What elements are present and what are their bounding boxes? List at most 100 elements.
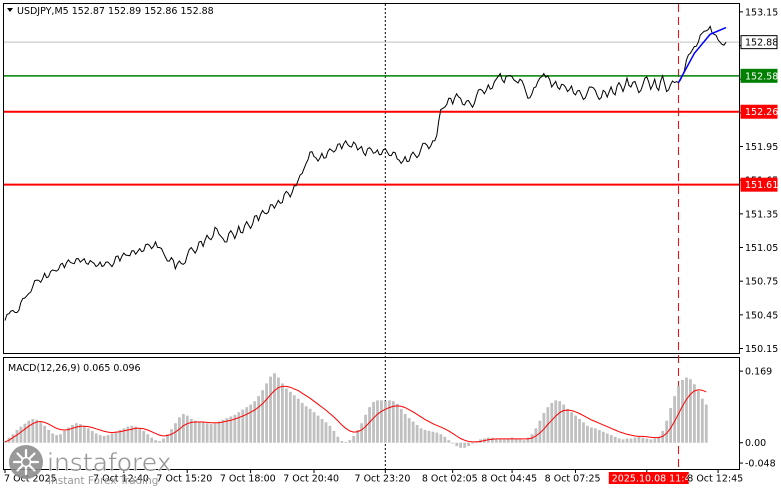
macd-bar	[522, 440, 526, 443]
macd-bar	[502, 439, 506, 443]
level-labels: 152.88 152.58 152.26 151.61	[740, 35, 778, 192]
level-label: 152.58	[745, 71, 778, 82]
macd-bar	[43, 425, 47, 443]
macd-bar	[510, 437, 514, 443]
macd-bar	[506, 438, 510, 443]
macd-bar	[490, 437, 494, 443]
macd-bar	[217, 421, 221, 443]
macd-bar	[415, 424, 419, 443]
macd-bar	[31, 419, 35, 443]
macd-bar	[98, 435, 102, 443]
macd-bar	[609, 435, 613, 443]
macd-bar	[78, 424, 82, 443]
macd-bar	[344, 441, 348, 443]
macd-bar	[237, 412, 241, 443]
macd-bar	[150, 437, 154, 443]
y-tick-label: 151.05	[745, 243, 778, 254]
macd-bar	[71, 424, 74, 443]
macd-bar	[641, 437, 645, 443]
macd-bar	[304, 406, 308, 443]
macd-bar	[689, 379, 692, 443]
level-label-box	[740, 104, 778, 119]
macd-bar	[514, 438, 518, 443]
macd-bar	[419, 428, 423, 443]
macd-bar	[11, 434, 15, 443]
macd-bar	[197, 421, 201, 443]
macd-bar	[47, 430, 51, 443]
macd-bar	[384, 401, 387, 443]
macd-bar	[154, 440, 158, 443]
macd-bar	[348, 440, 352, 443]
macd-bar	[395, 403, 399, 443]
macd-bar	[15, 430, 19, 443]
macd-bar	[696, 391, 700, 443]
macd-bar	[590, 427, 593, 443]
macd-bar	[27, 420, 31, 443]
macd-bar	[229, 416, 233, 443]
macd-bar	[82, 425, 86, 443]
x-tick-label: 7 Oct 20:40	[283, 474, 339, 485]
macd-bar	[518, 439, 522, 443]
y-tick-label: 151.35	[745, 209, 778, 220]
instaforex-logo-icon	[9, 445, 43, 479]
macd-bar	[704, 404, 708, 443]
level-label: 152.88	[745, 38, 778, 49]
macd-bar	[467, 442, 470, 447]
level-label: 151.61	[745, 180, 778, 191]
price-line	[4, 25, 727, 321]
macd-bar	[122, 428, 126, 443]
macd-bar	[308, 408, 312, 443]
level-label: 152.26	[745, 107, 778, 118]
instaforex-watermark: instaforex Instant Forex Trading	[9, 445, 172, 487]
macd-bar	[352, 435, 356, 443]
macd-bar	[336, 436, 340, 443]
macd-bar	[59, 434, 62, 443]
macd-bar	[75, 423, 78, 443]
macd-bar	[19, 426, 23, 443]
macd-tick-label: 0.00	[745, 438, 766, 449]
macd-bar	[451, 442, 455, 444]
macd-bar	[316, 415, 320, 443]
macd-bar	[261, 390, 264, 443]
macd-bar	[427, 430, 431, 443]
macd-bar	[249, 404, 253, 443]
macd-bar	[213, 423, 217, 443]
macd-bar	[574, 415, 577, 443]
macd-bar	[63, 430, 66, 443]
vertical-markers	[384, 4, 679, 469]
macd-bar	[657, 436, 661, 443]
y-tick-label: 150.75	[745, 277, 778, 288]
macd-bar	[146, 434, 150, 443]
macd-bar	[566, 408, 570, 443]
macd-bar	[633, 437, 637, 443]
x-tick-label: 7 Oct 18:00	[220, 474, 276, 485]
macd-bar	[138, 428, 142, 443]
macd-bar	[55, 435, 58, 443]
macd-bar	[637, 436, 641, 443]
macd-bar	[142, 430, 146, 443]
symbol-readout: USDJPY,M5 152.87 152.89 152.86 152.88	[7, 6, 214, 17]
macd-bar	[700, 398, 704, 443]
macd-bar	[162, 438, 165, 443]
macd-bar	[443, 436, 447, 443]
macd-bar	[447, 440, 451, 443]
macd-bar	[102, 435, 106, 443]
macd-bar	[439, 434, 443, 443]
macd-bar	[189, 419, 193, 443]
macd-bar	[459, 442, 463, 448]
macd-bar	[558, 401, 562, 443]
price-panel-frame[interactable]	[3, 3, 740, 354]
macd-panel-frame[interactable]	[3, 357, 740, 470]
macd-bar	[90, 430, 94, 443]
y-tick-label: 150.15	[745, 344, 778, 355]
macd-tick-label: -0.048	[745, 459, 776, 470]
collapse-triangle-icon[interactable]	[7, 8, 13, 12]
macd-bar	[399, 408, 403, 443]
macd-bar	[221, 419, 225, 443]
macd-bar	[617, 438, 621, 443]
macd-bar	[118, 430, 122, 443]
macd-bar	[292, 395, 296, 443]
macd-bar	[300, 402, 304, 443]
macd-bar	[613, 436, 617, 443]
